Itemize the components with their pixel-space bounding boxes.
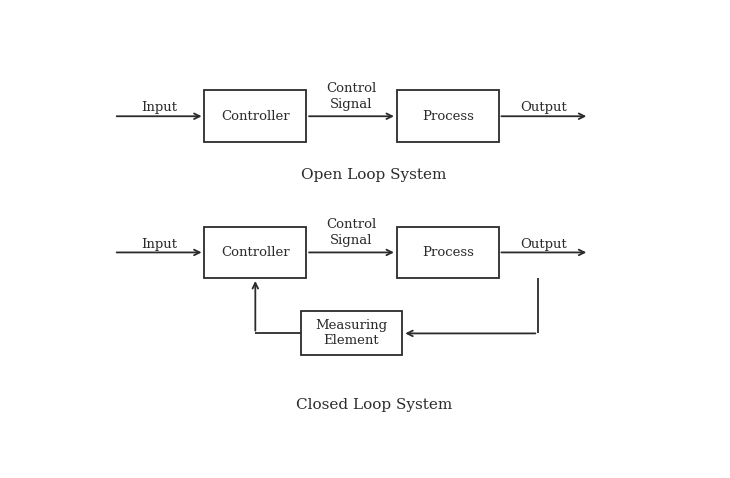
Bar — [204, 90, 307, 142]
Text: Control
Signal: Control Signal — [326, 218, 377, 247]
Bar — [397, 90, 499, 142]
Text: Output: Output — [520, 238, 567, 250]
Bar — [397, 227, 499, 278]
Bar — [301, 311, 402, 356]
Text: Output: Output — [520, 101, 567, 114]
Text: Controller: Controller — [221, 110, 290, 123]
Text: Control
Signal: Control Signal — [326, 82, 377, 111]
Text: Open Loop System: Open Loop System — [301, 168, 447, 182]
Text: Controller: Controller — [221, 246, 290, 259]
Text: Measuring
Element: Measuring Element — [315, 319, 388, 348]
Text: Process: Process — [422, 110, 474, 123]
Text: Closed Loop System: Closed Loop System — [296, 398, 453, 412]
Bar — [204, 227, 307, 278]
Text: Input: Input — [141, 101, 177, 114]
Text: Input: Input — [141, 238, 177, 250]
Text: Process: Process — [422, 246, 474, 259]
